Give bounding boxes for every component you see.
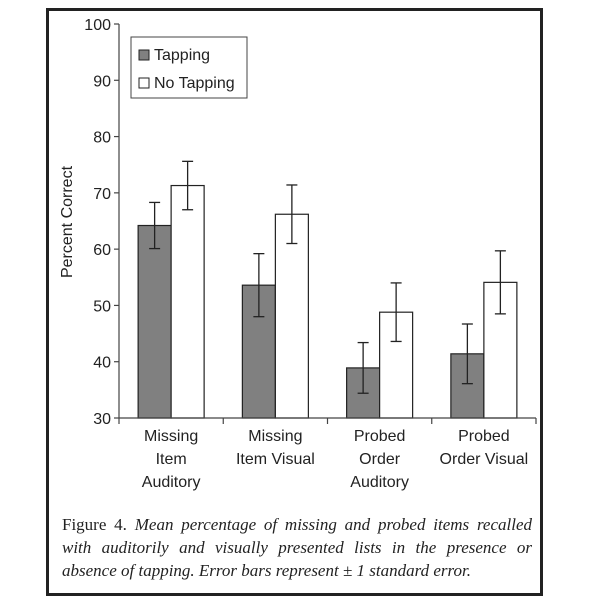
- x-category-label: Missing: [144, 428, 198, 445]
- y-tick-label: 40: [93, 355, 111, 372]
- x-category-label: Auditory: [350, 474, 409, 491]
- bar-tapping: [137, 224, 172, 419]
- bar-no-tapping: [379, 311, 414, 419]
- y-tick-label: 80: [93, 130, 111, 147]
- bar-chart: 30 40 50 60 70 80 90 100 Missing Item Auditory Mis…: [59, 17, 537, 491]
- figure-caption: Figure 4. Mean percentage of missing and…: [62, 513, 532, 582]
- x-category-label: Order: [359, 451, 401, 468]
- legend-label-no-tapping: No Tapping: [154, 75, 235, 92]
- bar-no-tapping: [274, 213, 309, 419]
- bar-no-tapping: [170, 184, 205, 419]
- y-tick-label: 90: [93, 73, 111, 90]
- y-tick-label: 70: [93, 186, 111, 203]
- y-tick-label: 30: [93, 411, 111, 428]
- legend-label-tapping: Tapping: [154, 47, 210, 64]
- y-axis-label: Percent Correct: [59, 165, 76, 278]
- x-category-label: Probed: [458, 428, 510, 445]
- x-category-label: Auditory: [142, 474, 201, 491]
- caption-text: Mean percentage of missing and probed it…: [62, 515, 533, 580]
- x-category-label: Order Visual: [440, 451, 529, 468]
- y-tick-label: 60: [93, 242, 111, 259]
- legend-swatch-tapping: [138, 49, 150, 61]
- x-category-label: Probed: [354, 428, 406, 445]
- y-tick-label: 50: [93, 298, 111, 315]
- x-category-label: Missing: [248, 428, 302, 445]
- legend-swatch-no-tapping: [138, 77, 150, 89]
- caption-label: Figure 4.: [62, 515, 127, 534]
- y-tick-label: 100: [84, 17, 111, 34]
- x-category-label: Item Visual: [236, 451, 315, 468]
- x-category-label: Item: [156, 451, 187, 468]
- legend: Tapping No Tapping: [130, 36, 248, 99]
